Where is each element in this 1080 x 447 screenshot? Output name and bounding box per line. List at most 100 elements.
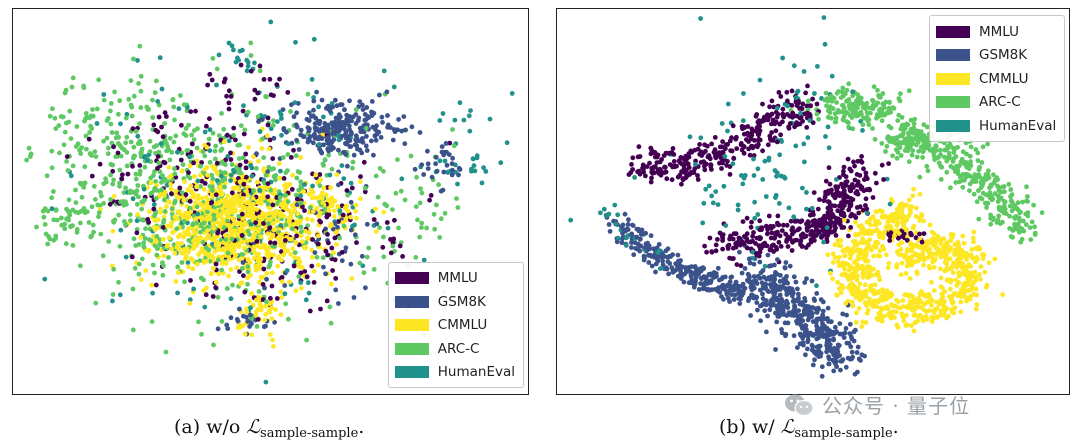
- point-mmlu: [771, 249, 776, 254]
- point-gsm8k: [248, 312, 253, 318]
- point-mmlu: [229, 190, 235, 196]
- point-cmmlu: [182, 179, 188, 185]
- point-arc-c: [1032, 224, 1037, 230]
- point-gsm8k: [360, 102, 365, 108]
- point-mmlu: [89, 173, 95, 179]
- point-gsm8k: [713, 287, 718, 292]
- point-gsm8k: [343, 135, 349, 141]
- point-mmlu: [852, 163, 857, 169]
- point-arc-c: [67, 212, 73, 218]
- point-cmmlu: [148, 180, 154, 186]
- point-mmlu: [241, 192, 246, 198]
- point-cmmlu: [257, 301, 263, 307]
- point-arc-c: [1007, 226, 1012, 231]
- point-arc-c: [1032, 230, 1038, 236]
- point-gsm8k: [619, 240, 625, 246]
- point-arc-c: [153, 179, 159, 184]
- point-humaneval: [821, 15, 827, 20]
- point-arc-c: [283, 222, 289, 228]
- point-gsm8k: [425, 148, 430, 154]
- point-cmmlu: [928, 302, 934, 308]
- point-mmlu: [775, 213, 781, 219]
- point-gsm8k: [856, 356, 862, 362]
- point-arc-c: [136, 81, 141, 86]
- point-gsm8k: [719, 294, 724, 299]
- point-gsm8k: [224, 322, 230, 328]
- point-cmmlu: [186, 264, 191, 270]
- point-arc-c: [47, 113, 53, 119]
- point-cmmlu: [353, 202, 359, 208]
- point-cmmlu: [278, 241, 283, 247]
- point-arc-c: [976, 188, 981, 194]
- point-mmlu: [239, 233, 245, 238]
- point-arc-c: [834, 90, 840, 96]
- point-arc-c: [62, 129, 68, 135]
- point-gsm8k: [724, 292, 730, 297]
- point-mmlu: [151, 206, 157, 212]
- point-arc-c: [273, 173, 279, 178]
- point-arc-c: [101, 97, 107, 103]
- point-cmmlu: [236, 257, 242, 263]
- point-arc-c: [73, 144, 79, 149]
- point-arc-c: [975, 150, 981, 156]
- point-cmmlu: [880, 213, 886, 219]
- point-cmmlu: [194, 243, 200, 248]
- point-gsm8k: [774, 296, 780, 302]
- point-gsm8k: [629, 240, 634, 245]
- point-humaneval: [158, 141, 164, 147]
- point-humaneval: [248, 222, 254, 227]
- point-mmlu: [846, 233, 851, 239]
- point-cmmlu: [940, 285, 945, 291]
- point-gsm8k: [294, 202, 300, 208]
- point-gsm8k: [298, 132, 303, 138]
- point-gsm8k: [824, 338, 830, 344]
- point-cmmlu: [230, 185, 236, 191]
- point-arc-c: [143, 226, 148, 232]
- point-humaneval: [311, 95, 316, 100]
- point-arc-c: [272, 244, 278, 249]
- point-cmmlu: [857, 281, 863, 287]
- point-arc-c: [152, 169, 157, 174]
- point-mmlu: [252, 96, 258, 102]
- point-arc-c: [431, 211, 437, 217]
- point-arc-c: [296, 187, 302, 193]
- point-arc-c: [223, 237, 229, 243]
- point-cmmlu: [288, 251, 294, 257]
- point-cmmlu: [110, 228, 116, 234]
- point-cmmlu: [964, 257, 969, 262]
- point-mmlu: [155, 129, 161, 135]
- point-cmmlu: [871, 266, 876, 272]
- point-mmlu: [162, 110, 168, 116]
- point-humaneval: [263, 379, 269, 385]
- point-mmlu: [841, 168, 846, 174]
- point-cmmlu: [960, 233, 966, 239]
- point-gsm8k: [779, 299, 785, 304]
- point-mmlu: [746, 139, 751, 144]
- point-arc-c: [96, 77, 102, 83]
- point-arc-c: [825, 114, 831, 120]
- point-cmmlu: [348, 214, 354, 220]
- point-humaneval: [807, 118, 813, 123]
- point-arc-c: [54, 217, 60, 223]
- point-mmlu: [784, 222, 790, 228]
- point-cmmlu: [921, 262, 926, 268]
- point-arc-c: [293, 192, 299, 198]
- point-arc-c: [925, 168, 931, 174]
- point-arc-c: [67, 108, 73, 114]
- point-arc-c: [237, 156, 242, 162]
- point-humaneval: [316, 104, 321, 110]
- point-humaneval: [715, 202, 721, 208]
- point-gsm8k: [339, 258, 345, 264]
- point-cmmlu: [950, 270, 956, 276]
- point-arc-c: [181, 219, 187, 224]
- point-arc-c: [434, 202, 439, 208]
- point-gsm8k: [347, 138, 353, 144]
- point-mmlu: [177, 185, 183, 191]
- point-gsm8k: [847, 331, 853, 336]
- legend-swatch: [394, 319, 429, 332]
- point-cmmlu: [967, 296, 973, 302]
- point-cmmlu: [853, 294, 859, 300]
- point-humaneval: [864, 210, 870, 216]
- point-arc-c: [377, 225, 382, 231]
- point-cmmlu: [267, 332, 273, 337]
